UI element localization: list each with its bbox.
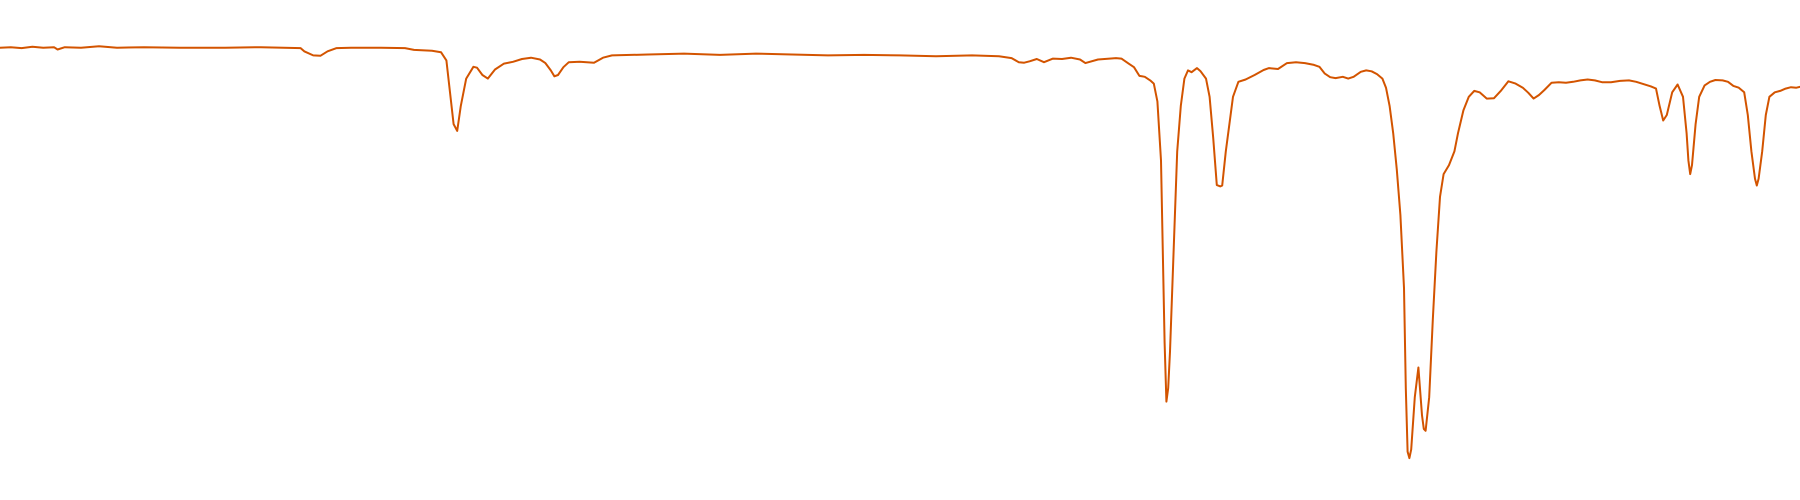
- series-line-0: [0, 45, 1800, 460]
- plot-area: [0, 45, 1800, 460]
